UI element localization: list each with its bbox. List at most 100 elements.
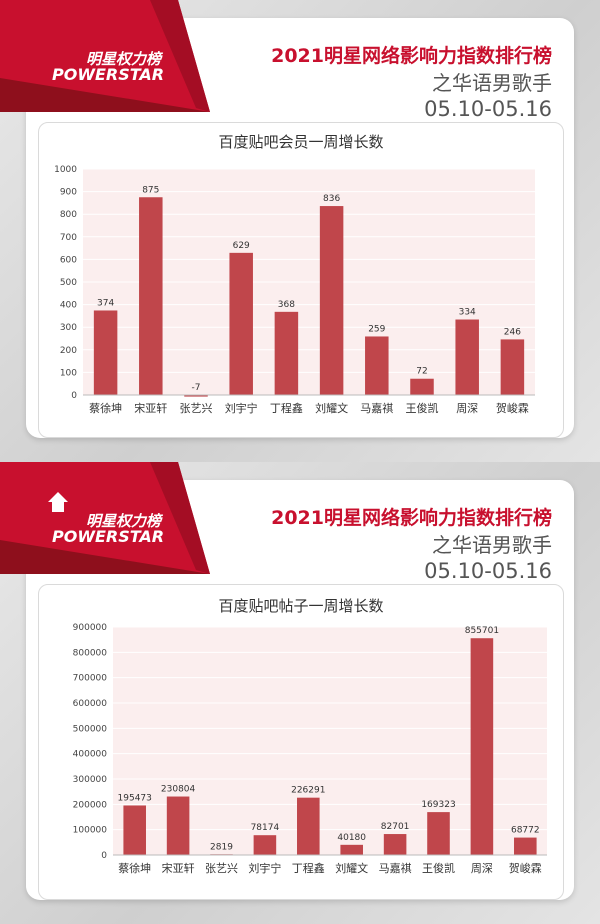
y-tick-label: 300 <box>60 323 77 333</box>
ranking-subtitle: 之华语男歌手 <box>432 71 552 95</box>
y-tick-label: 500 <box>60 278 77 288</box>
ranking-heading: 2021明星网络影响力指数排行榜 之华语男歌手 05.10-05.16 <box>271 44 552 122</box>
y-tick-label: 100 <box>60 368 77 378</box>
x-tick-label: 蔡徐坤 <box>89 401 122 415</box>
x-tick-label: 贺峻霖 <box>496 401 529 415</box>
data-label: 629 <box>233 241 250 251</box>
y-tick-label: 700000 <box>73 674 108 684</box>
x-tick-label: 马嘉祺 <box>379 861 412 875</box>
bar <box>93 310 118 395</box>
y-tick-label: 800 <box>60 210 77 220</box>
bar <box>340 844 363 855</box>
bar <box>500 339 525 395</box>
x-tick-label: 蔡徐坤 <box>118 861 151 875</box>
bar <box>253 835 277 855</box>
ranking-panel-posts: 明星权力榜 POWERSTAR 2021明星网络影响力指数排行榜 之华语男歌手 … <box>0 462 600 924</box>
y-tick-label: 900 <box>60 188 77 198</box>
ranking-subtitle: 之华语男歌手 <box>432 533 552 557</box>
bar <box>166 796 190 855</box>
data-label: 195473 <box>118 793 152 803</box>
svg-text:明星权力榜: 明星权力榜 <box>86 50 164 68</box>
bar <box>514 837 537 855</box>
y-tick-label: 800000 <box>73 648 108 658</box>
x-tick-label: 张艺兴 <box>205 862 238 875</box>
powerstar-logo: 明星权力榜 POWERSTAR <box>0 462 210 574</box>
powerstar-logo: 明星权力榜 POWERSTAR <box>0 0 210 112</box>
x-tick-label: 刘宇宁 <box>248 861 281 875</box>
data-label: -7 <box>192 383 201 393</box>
data-label: 374 <box>97 298 114 308</box>
data-label: 68772 <box>511 826 540 836</box>
y-tick-label: 600 <box>60 255 77 265</box>
y-tick-label: 0 <box>101 851 107 861</box>
bar <box>139 197 163 395</box>
y-tick-label: 500000 <box>73 724 108 734</box>
data-label: 82701 <box>381 822 410 832</box>
svg-text:明星权力榜: 明星权力榜 <box>86 512 164 530</box>
data-label: 72 <box>416 367 427 377</box>
data-label: 836 <box>323 194 340 204</box>
svg-text:POWERSTAR: POWERSTAR <box>52 527 164 546</box>
date-range: 05.10-05.16 <box>424 97 552 121</box>
x-tick-label: 丁程鑫 <box>292 861 325 875</box>
data-label: 368 <box>278 300 295 310</box>
y-tick-label: 700 <box>60 233 77 243</box>
y-tick-label: 900000 <box>73 623 108 633</box>
date-range: 05.10-05.16 <box>424 559 552 583</box>
ranking-heading: 2021明星网络影响力指数排行榜 之华语男歌手 05.10-05.16 <box>271 506 552 584</box>
data-label: 855701 <box>465 626 499 636</box>
x-tick-label: 刘耀文 <box>315 401 348 415</box>
data-label: 169323 <box>421 800 455 810</box>
data-label: 226291 <box>291 786 325 796</box>
y-tick-label: 400000 <box>73 750 108 760</box>
bar-chart: 百度贴吧帖子一周增长数 0 100000 200000 300000 400000 5000… <box>73 597 547 875</box>
svg-text:POWERSTAR: POWERSTAR <box>52 65 164 84</box>
bar <box>229 252 253 395</box>
bar-chart: 百度贴吧会员一周增长数 0 100 200 300 400 500 600 700 800 900 1… <box>54 133 535 415</box>
x-tick-label: 周深 <box>456 402 478 415</box>
ranking-title: 2021明星网络影响力指数排行榜 <box>271 45 552 67</box>
x-tick-label: 刘宇宁 <box>225 401 258 415</box>
y-tick-label: 400 <box>60 301 77 311</box>
data-label: 334 <box>459 308 476 318</box>
y-tick-label: 100000 <box>73 826 108 836</box>
ranking-title: 2021明星网络影响力指数排行榜 <box>271 507 552 529</box>
bar <box>410 378 434 395</box>
ranking-panel-members: 明星权力榜 POWERSTAR 2021明星网络影响力指数排行榜 之华语男歌手 … <box>0 0 600 462</box>
bar <box>184 395 208 397</box>
bar <box>274 311 299 395</box>
y-tick-label: 200 <box>60 346 77 356</box>
y-tick-label: 200000 <box>73 800 108 810</box>
bar <box>123 805 146 855</box>
x-tick-label: 王俊凯 <box>422 861 455 875</box>
data-label: 78174 <box>251 823 280 833</box>
x-tick-label: 周深 <box>471 862 493 875</box>
x-tick-label: 丁程鑫 <box>270 401 303 415</box>
data-label: 259 <box>368 324 385 334</box>
bar <box>383 834 407 855</box>
data-label: 875 <box>142 185 159 195</box>
bar <box>297 797 320 855</box>
x-tick-label: 王俊凯 <box>406 401 439 415</box>
bar <box>365 336 389 395</box>
chart-container: 百度贴吧会员一周增长数 0 100 200 300 400 500 600 700 800 900 1… <box>38 122 564 438</box>
data-label: 246 <box>504 327 521 337</box>
bar <box>319 206 344 395</box>
x-tick-label: 宋亚轩 <box>134 401 167 415</box>
x-tick-label: 贺峻霖 <box>509 861 542 875</box>
bar <box>427 812 450 855</box>
y-tick-label: 300000 <box>73 775 108 785</box>
y-tick-label: 0 <box>71 391 77 401</box>
data-label: 40180 <box>337 833 366 843</box>
x-tick-label: 马嘉祺 <box>360 401 393 415</box>
bar <box>470 638 494 855</box>
x-tick-label: 刘耀文 <box>335 861 368 875</box>
chart-container: 百度贴吧帖子一周增长数 0 100000 200000 300000 400000 5000… <box>38 584 564 900</box>
y-tick-label: 600000 <box>73 699 108 709</box>
chart-title: 百度贴吧帖子一周增长数 <box>218 597 383 615</box>
data-label: 2819 <box>210 842 233 852</box>
bar <box>455 319 479 395</box>
chart-title: 百度贴吧会员一周增长数 <box>218 133 383 151</box>
data-label: 230804 <box>161 785 196 795</box>
x-tick-label: 张艺兴 <box>180 402 213 415</box>
